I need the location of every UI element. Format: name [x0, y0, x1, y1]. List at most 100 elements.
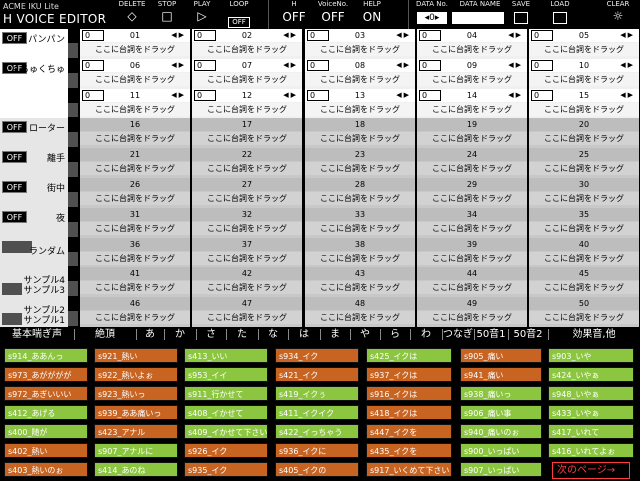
voice-button[interactable]: s425_イクは: [366, 348, 452, 363]
category-tab[interactable]: ら: [390, 329, 400, 340]
voice-button[interactable]: s403_熱いのぉ: [4, 462, 88, 477]
slot-drop-target[interactable]: ここに台詞をドラッグ: [192, 281, 302, 295]
slot-drop-target[interactable]: ここに台詞をドラッグ: [192, 192, 302, 205]
slot-drop-target[interactable]: ここに台詞をドラッグ: [192, 102, 302, 116]
slot-drop-target[interactable]: ここに台詞をドラッグ: [529, 221, 639, 235]
voice-slot[interactable]: 42 ここに台詞をドラッグ: [192, 267, 302, 298]
stop-button[interactable]: STOP □: [152, 0, 182, 23]
voice-button[interactable]: s922_熱いよぉ: [94, 367, 178, 382]
voice-button[interactable]: s424_いやぁ: [548, 367, 634, 382]
slot-value-field[interactable]: 0: [194, 89, 216, 101]
voice-button[interactable]: s408_イかせて: [184, 405, 268, 420]
slot-drop-target[interactable]: ここに台詞をドラッグ: [192, 251, 302, 265]
category-tab[interactable]: つなぎ: [443, 329, 473, 340]
voice-button[interactable]: s402_熱い: [4, 443, 88, 458]
slot-arrows-icon[interactable]: ◀▶: [620, 90, 635, 99]
slot-drop-target[interactable]: ここに台詞をドラッグ: [529, 162, 639, 176]
category-tab[interactable]: 50音1: [476, 329, 506, 340]
voice-slot[interactable]: 49 ここに台詞をドラッグ: [417, 297, 527, 327]
slot-value-field[interactable]: 0: [419, 59, 441, 71]
voice-slot[interactable]: 16 ここに台詞をドラッグ: [80, 118, 190, 149]
voice-button[interactable]: s423_アナル: [94, 424, 178, 439]
voice-slot[interactable]: 40 ここに台詞をドラッグ: [529, 237, 639, 268]
voiceno-toggle[interactable]: VoiceNo. OFF: [314, 0, 352, 25]
slot-value-field[interactable]: 0: [307, 59, 329, 71]
voice-button[interactable]: s419_イクぅ: [275, 386, 359, 401]
slot-drop-target[interactable]: ここに台詞をドラッグ: [529, 132, 639, 146]
slot-drop-target[interactable]: ここに台詞をドラッグ: [80, 192, 190, 205]
voice-button[interactable]: s948_いやぁ: [548, 386, 634, 401]
slot-drop-target[interactable]: ここに台詞をドラッグ: [80, 311, 190, 325]
voice-button[interactable]: s412_あげる: [4, 405, 88, 420]
voice-slot[interactable]: 17 ここに台詞をドラッグ: [192, 118, 302, 149]
voice-slot[interactable]: 15 0 ◀▶ ここに台詞をドラッグ: [529, 88, 639, 119]
voice-button[interactable]: s935_イク: [184, 462, 268, 477]
slot-drop-target[interactable]: ここに台詞をドラッグ: [417, 43, 527, 56]
voice-slot[interactable]: 05 0 ◀▶ ここに台詞をドラッグ: [529, 29, 639, 59]
voice-button[interactable]: s411_イクイク: [275, 405, 359, 420]
load-button[interactable]: LOAD: [546, 0, 574, 28]
slot-drop-target[interactable]: ここに台詞をドラッグ: [305, 162, 415, 176]
voice-button[interactable]: s447_イクを: [366, 424, 452, 439]
voice-slot[interactable]: 34 ここに台詞をドラッグ: [417, 207, 527, 238]
slot-drop-target[interactable]: ここに台詞をドラッグ: [192, 311, 302, 325]
slot-drop-target[interactable]: ここに台詞をドラッグ: [192, 132, 302, 146]
voice-button[interactable]: s400_随が: [4, 424, 88, 439]
slot-value-field[interactable]: 0: [419, 89, 441, 101]
help-toggle[interactable]: HELP ON: [356, 0, 388, 25]
category-tab[interactable]: 効果音,他: [572, 329, 616, 340]
slot-drop-target[interactable]: ここに台詞をドラッグ: [80, 72, 190, 86]
slot-drop-target[interactable]: ここに台詞をドラッグ: [417, 311, 527, 325]
slot-arrows-icon[interactable]: ◀▶: [620, 60, 635, 69]
voice-slot[interactable]: 26 ここに台詞をドラッグ: [80, 178, 190, 208]
slot-drop-target[interactable]: ここに台詞をドラッグ: [80, 162, 190, 176]
voice-button[interactable]: s433_いやぁ: [548, 405, 634, 420]
slot-drop-target[interactable]: ここに台詞をドラッグ: [417, 102, 527, 116]
voice-slot[interactable]: 48 ここに台詞をドラッグ: [305, 297, 415, 327]
voice-button[interactable]: s917_いくめて下さい: [366, 462, 452, 477]
slot-drop-target[interactable]: ここに台詞をドラッグ: [417, 281, 527, 295]
slot-drop-target[interactable]: ここに台詞をドラッグ: [529, 72, 639, 86]
voice-button[interactable]: s435_イクを: [366, 443, 452, 458]
slot-drop-target[interactable]: ここに台詞をドラッグ: [529, 43, 639, 56]
voice-button[interactable]: s903_いや: [548, 348, 634, 363]
slot-value-field[interactable]: 0: [82, 59, 104, 71]
slot-drop-target[interactable]: ここに台詞をドラッグ: [80, 251, 190, 265]
voice-slot[interactable]: 43 ここに台詞をドラッグ: [305, 267, 415, 298]
slot-value-field[interactable]: 0: [194, 59, 216, 71]
slot-drop-target[interactable]: ここに台詞をドラッグ: [80, 281, 190, 295]
voice-slot[interactable]: 37 ここに台詞をドラッグ: [192, 237, 302, 268]
voice-slot[interactable]: 18 ここに台詞をドラッグ: [305, 118, 415, 149]
voice-slot[interactable]: 30 ここに台詞をドラッグ: [529, 178, 639, 208]
row-toggle-button[interactable]: OFF: [2, 181, 27, 193]
arrow-right-icon[interactable]: ▸: [434, 13, 440, 23]
slot-arrows-icon[interactable]: ◀▶: [620, 31, 635, 39]
voice-button[interactable]: s907_いっぱい: [460, 462, 542, 477]
voice-button[interactable]: s972_あぎいいい: [4, 386, 88, 401]
slot-value-field[interactable]: 0: [307, 30, 329, 41]
clear-button[interactable]: CLEAR ☼: [600, 0, 636, 23]
slot-drop-target[interactable]: ここに台詞をドラッグ: [417, 192, 527, 205]
slot-drop-target[interactable]: ここに台詞をドラッグ: [80, 221, 190, 235]
slot-drop-target[interactable]: ここに台詞をドラッグ: [305, 192, 415, 205]
voice-slot[interactable]: 02 0 ◀▶ ここに台詞をドラッグ: [192, 29, 302, 59]
row-toggle-button[interactable]: OFF: [2, 61, 27, 74]
slot-arrows-icon[interactable]: ◀▶: [171, 60, 186, 69]
voice-slot[interactable]: 45 ここに台詞をドラッグ: [529, 267, 639, 298]
voice-slot[interactable]: 22 ここに台詞をドラッグ: [192, 148, 302, 178]
voice-slot[interactable]: 14 0 ◀▶ ここに台詞をドラッグ: [417, 88, 527, 119]
voice-slot[interactable]: 25 ここに台詞をドラッグ: [529, 148, 639, 178]
category-tab[interactable]: 絶頂: [95, 329, 115, 340]
voice-slot[interactable]: 33 ここに台詞をドラッグ: [305, 207, 415, 238]
voice-slot[interactable]: 24 ここに台詞をドラッグ: [417, 148, 527, 178]
slot-value-field[interactable]: 0: [531, 89, 553, 101]
voice-button[interactable]: s934_イク: [275, 348, 359, 363]
category-tab[interactable]: な: [268, 329, 278, 340]
voice-button[interactable]: s914_ああんっ: [4, 348, 88, 363]
slot-drop-target[interactable]: ここに台詞をドラッグ: [417, 251, 527, 265]
voice-button[interactable]: s905_痛い: [460, 348, 542, 363]
slot-drop-target[interactable]: ここに台詞をドラッグ: [305, 102, 415, 116]
voice-slot[interactable]: 47 ここに台詞をドラッグ: [192, 297, 302, 327]
voice-slot[interactable]: 28 ここに台詞をドラッグ: [305, 178, 415, 208]
slot-drop-target[interactable]: ここに台詞をドラッグ: [305, 311, 415, 325]
